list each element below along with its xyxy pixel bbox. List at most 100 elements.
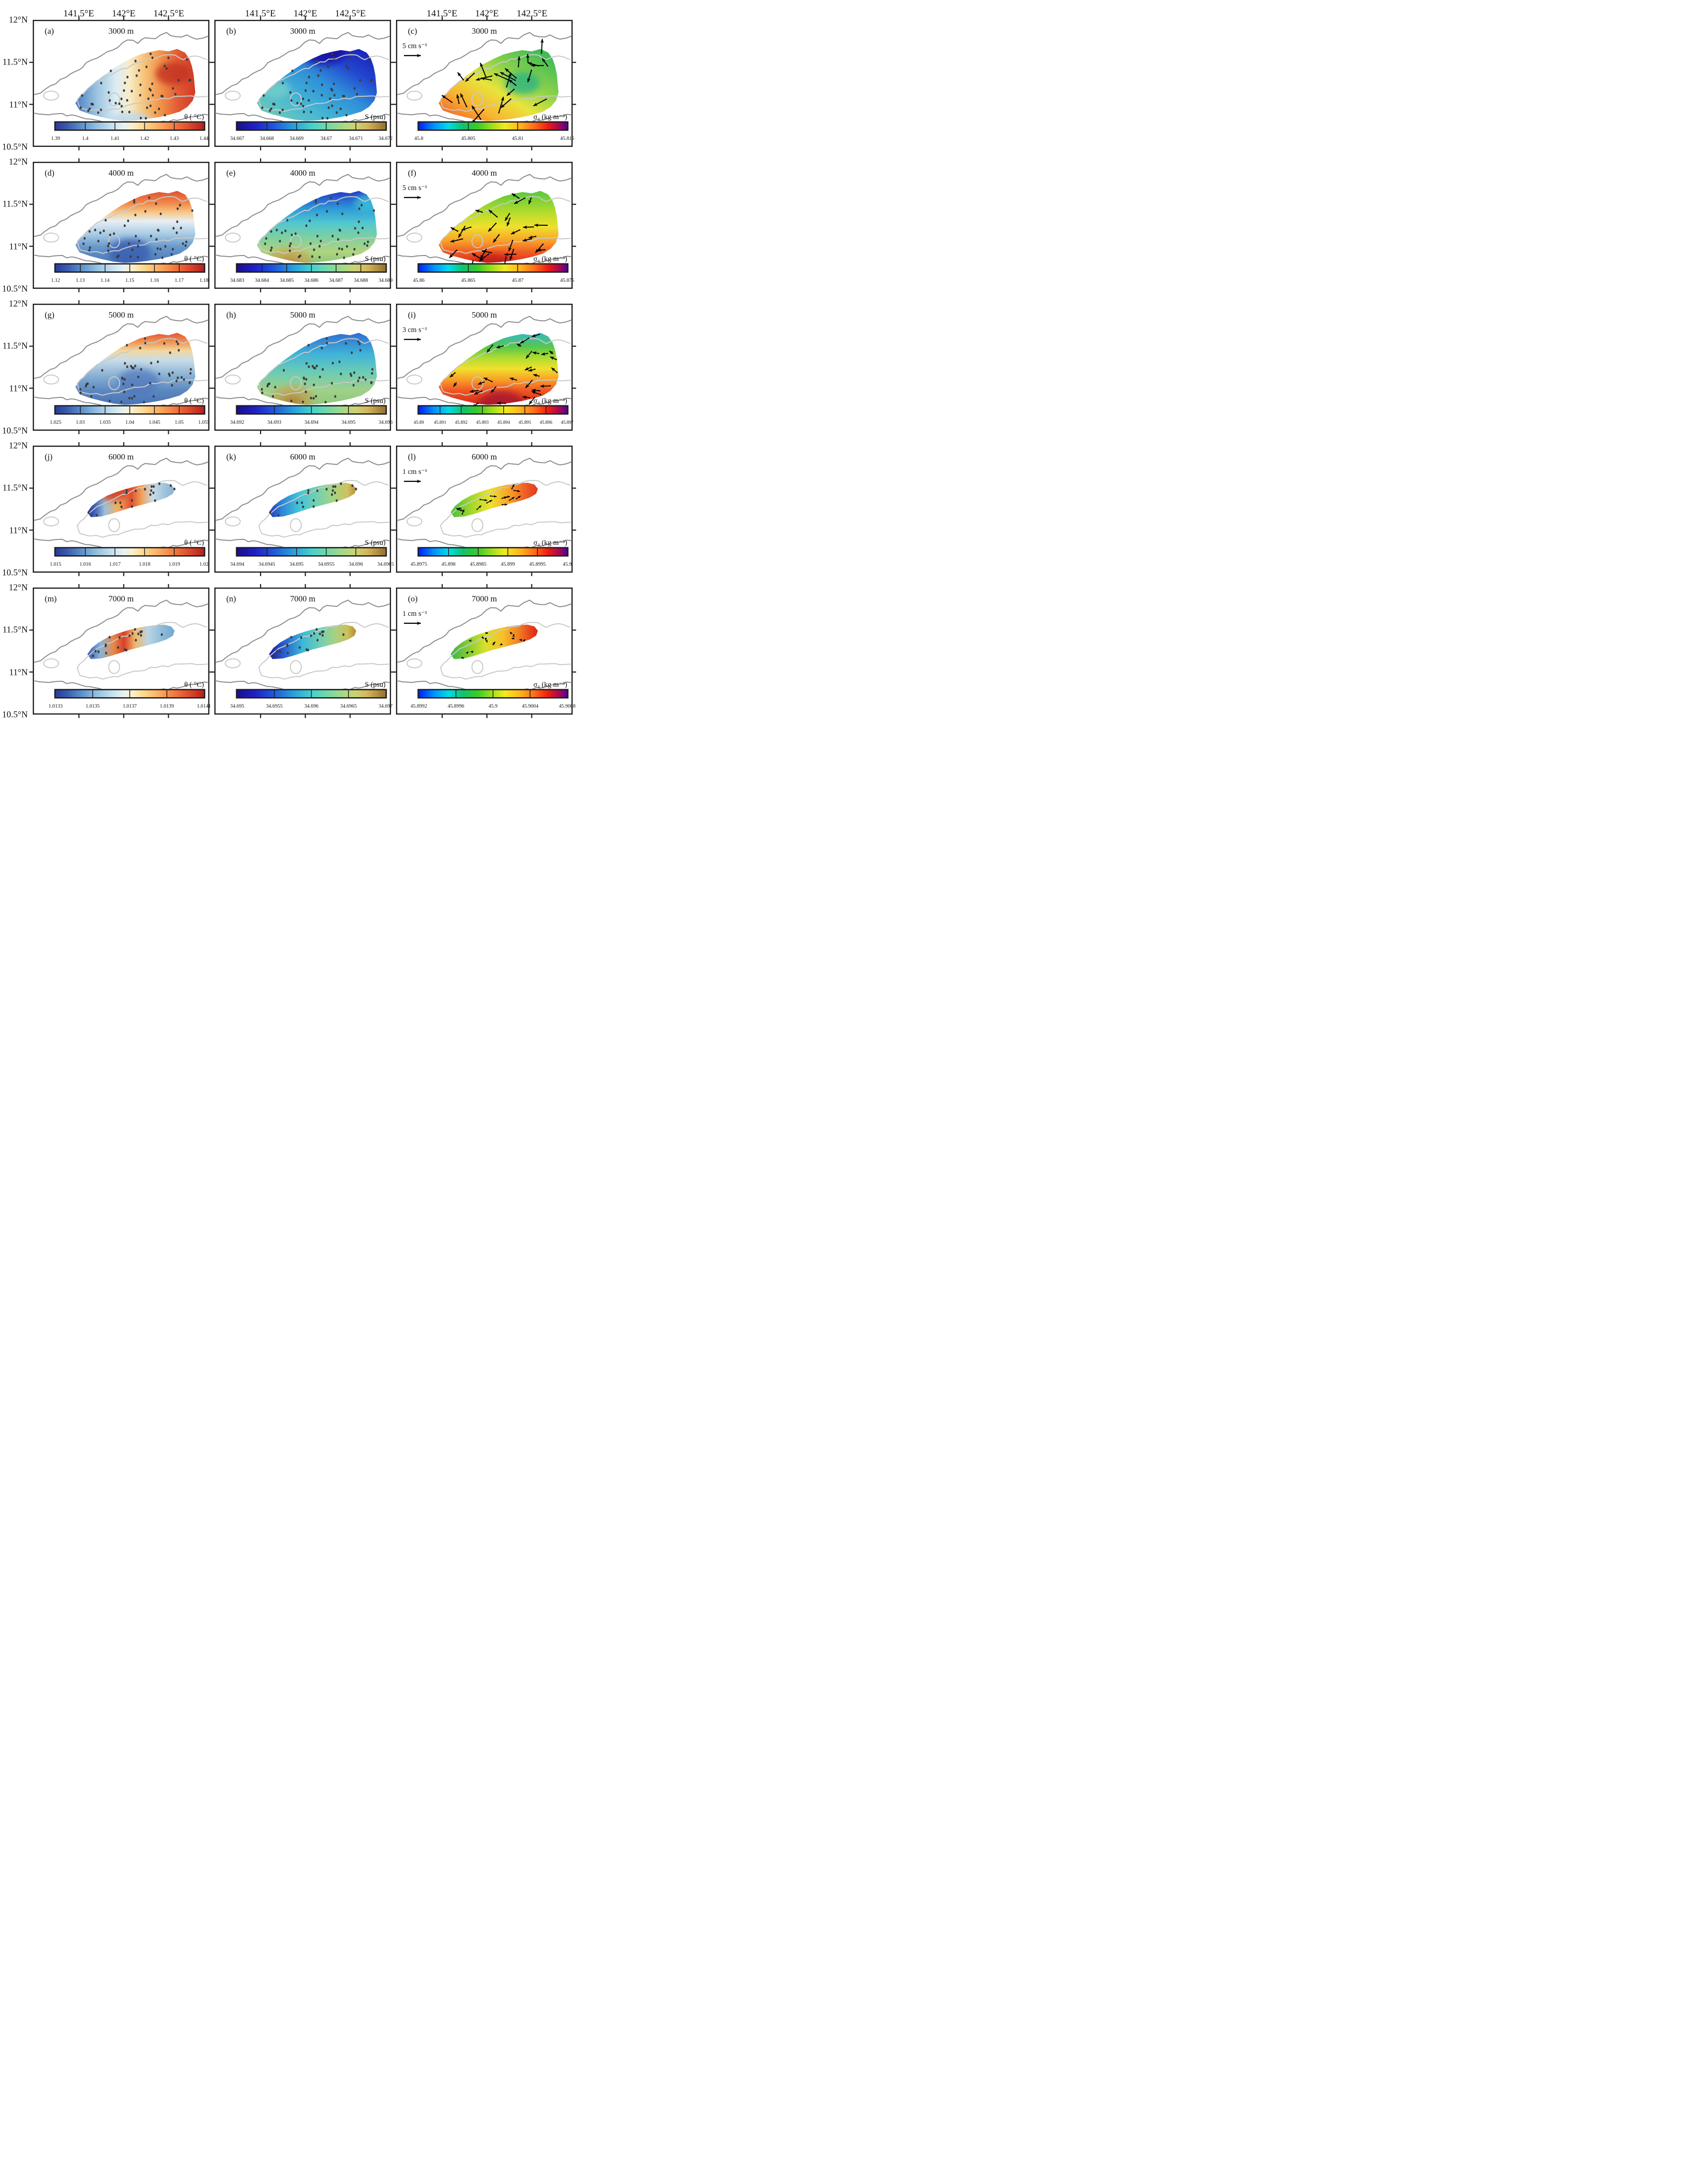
colorbar-unit-label: S (psu)	[365, 397, 386, 405]
colorbar-tick-label: 1.39	[51, 136, 60, 141]
colorbar: θ ( °C) 1.12 1.13 1.14 1.15 1.16 1.17 1.18	[51, 255, 208, 283]
panel-letter: (b)	[226, 26, 236, 36]
colorbar-tick-label: 1.017	[109, 562, 121, 567]
colorbar-tick-label: 45.8995	[529, 562, 545, 567]
panel-f: 5 cm s⁻¹ (f) 4000 m σ₄ (kg m⁻³) 45.86 45.865 4…	[393, 158, 576, 292]
colorbar: θ ( °C) 1.025 1.03 1.035 1.04 1.045 1.05 1.055	[50, 397, 209, 425]
colorbar-tick-label: 1.18	[199, 278, 208, 283]
velocity-scale-key: 1 cm s⁻¹	[402, 610, 427, 625]
panel-e: (e) 4000 m S (psu) 34.683 34.684 34.685 34.686…	[211, 158, 394, 292]
bathymetry-contour-light	[43, 196, 208, 254]
colorbar-tick-label: 45.9	[563, 562, 572, 567]
colorbar: θ ( °C) 1.015 1.016 1.017 1.018 1.019 1.02	[50, 539, 208, 567]
colorbar-tick-label: 1.035	[99, 420, 111, 425]
colorbar-tick-label: 34.686	[304, 278, 318, 283]
scale-label: 1 cm s⁻¹	[402, 610, 427, 618]
colorbar-tick-label: 1.03	[76, 420, 85, 425]
colorbar-tick-label: 34.669	[289, 136, 303, 141]
colorbar-tick-label: 45.898	[442, 562, 456, 567]
colorbar-unit-label: θ ( °C)	[184, 397, 204, 405]
latitude-axis-labels: 12°N 11.5°N 11°N 10.5°N	[0, 157, 30, 294]
axis-ticks	[29, 158, 213, 292]
colorbar-tick-label: 1.019	[169, 562, 180, 567]
panel-frame	[214, 304, 392, 431]
latitude-axis-labels: 12°N 11.5°N 11°N 10.5°N	[0, 583, 30, 720]
scale-label: 5 cm s⁻¹	[402, 42, 427, 50]
colorbar-tick-label: 45.895	[519, 420, 531, 425]
colorbar-tick-label: 1.13	[76, 278, 85, 283]
velocity-vectors	[450, 333, 558, 407]
panel-letter: (h)	[226, 310, 236, 320]
axis-ticks	[29, 16, 213, 150]
lat-tick-label: 11°N	[9, 525, 28, 535]
colorbar-tick-label: 34.6965	[377, 562, 394, 567]
colorbar-unit-label: σ₄ (kg m⁻³)	[533, 113, 567, 121]
panel-slot: (n) 7000 m S (psu) 34.695 34.6955 34.696 34.69…	[211, 584, 394, 718]
colorbar-tick-label: 34.696	[379, 420, 393, 425]
bathymetry-contour-light	[406, 480, 571, 538]
colorbar-tick-label: 1.14	[101, 278, 110, 283]
lon-tick-label: 142°E	[112, 8, 136, 19]
depth-title: 4000 m	[472, 168, 497, 178]
colorbar-tick-label: 1.44	[199, 136, 208, 141]
data-field-blob	[257, 191, 377, 263]
colorbar-tick-label: 1.16	[150, 278, 159, 283]
depth-title: 6000 m	[472, 452, 497, 461]
velocity-scale-key: 5 cm s⁻¹	[402, 42, 427, 58]
lon-labels-col-2: 141.5°E 142°E 142.5°E	[214, 3, 391, 20]
panel-letter: (e)	[226, 168, 236, 178]
colorbar-tick-label: 1.42	[140, 136, 149, 141]
panel-slot: (g) 5000 m θ ( °C) 1.025 1.03 1.035 1.04 1.045 1…	[29, 300, 213, 434]
data-field-blob	[451, 482, 538, 518]
lon-tick-label: 142°E	[293, 8, 318, 19]
velocity-vectors	[456, 484, 521, 515]
velocity-vectors	[449, 193, 548, 268]
colorbar-tick-label: 45.86	[413, 278, 424, 283]
panel-letter: (g)	[45, 310, 55, 320]
panel-a: (a) 3000 m θ ( °C) 1.39 1.4 1.41 1.42 1.43 1.44	[29, 16, 213, 150]
colorbar: σ₄ (kg m⁻³) 45.8975 45.898 45.8985 45.899 45.…	[410, 539, 572, 567]
panel-slot: (d) 4000 m θ ( °C) 1.12 1.13 1.14 1.15 1.16 1.17…	[29, 158, 213, 292]
longitude-axis-labels: 141.5°E 142°E 142.5°E 141.5°E 142°E 142.…	[33, 3, 575, 20]
colorbar: θ ( °C) 1.39 1.4 1.41 1.42 1.43 1.44	[51, 113, 208, 141]
panel-slot: (e) 4000 m S (psu) 34.683 34.684 34.685 34.686…	[211, 158, 394, 292]
panel-frame	[214, 162, 392, 289]
panel-slot: 5 cm s⁻¹ (c) 3000 m σ₄ (kg m⁻³) 45.8 45.805 45…	[393, 16, 576, 150]
colorbar-tick-label: 1.018	[139, 562, 150, 567]
depth-title: 6000 m	[109, 452, 134, 461]
colorbar-tick-label: 1.04	[125, 420, 134, 425]
station-dots	[269, 482, 357, 517]
station-dots	[273, 628, 345, 658]
panel-o: 1 cm s⁻¹ (o) 7000 m σ₄ (kg m⁻³) 45.8992 45.89…	[393, 584, 576, 718]
colorbar: S (psu) 34.694 34.6945 34.695 34.6955 34.696 3…	[230, 539, 394, 567]
colorbar-tick-label: 45.892	[455, 420, 468, 425]
bathymetry-contour-light	[406, 622, 571, 680]
scale-label: 1 cm s⁻¹	[402, 468, 427, 476]
velocity-vectors	[441, 38, 548, 124]
panel-slot: (b) 3000 m S (psu) 34.667 34.668 34.669 34.67 3…	[211, 16, 394, 150]
bathymetry-contour-light	[225, 54, 390, 112]
colorbar-tick-label: 34.6965	[340, 704, 357, 709]
colorbar-tick-label: 34.667	[230, 136, 244, 141]
panel-frame	[396, 162, 573, 289]
lat-tick-label: 12°N	[8, 440, 28, 451]
colorbar-tick-label: 1.02	[199, 562, 208, 567]
colorbar-tick-label: 34.683	[230, 278, 244, 283]
axis-ticks	[393, 584, 576, 718]
depth-title: 3000 m	[290, 26, 316, 36]
lat-tick-label: 11°N	[9, 241, 28, 252]
panel-m: (m) 7000 m θ ( °C) 1.0133 1.0135 1.0137 1.0139…	[29, 584, 213, 718]
lon-labels-col-3: 141.5°E 142°E 142.5°E	[396, 3, 573, 20]
colorbar-unit-label: θ ( °C)	[184, 539, 204, 547]
panel-slot: (j) 6000 m θ ( °C) 1.015 1.016 1.017 1.018 1.01…	[29, 442, 213, 576]
colorbar-tick-label: 34.67	[321, 136, 332, 141]
bathymetry-contour-light	[406, 54, 571, 112]
colorbar: S (psu) 34.695 34.6955 34.696 34.6965 34.697	[230, 681, 393, 709]
panel-frame	[33, 20, 210, 147]
colorbar-tick-label: 34.695	[289, 562, 303, 567]
colorbar-tick-label: 34.6945	[259, 562, 275, 567]
colorbar-tick-label: 1.025	[50, 420, 61, 425]
colorbar-tick-label: 45.893	[476, 420, 489, 425]
data-field-blob	[269, 482, 356, 518]
colorbar-tick-label: 45.894	[497, 420, 510, 425]
